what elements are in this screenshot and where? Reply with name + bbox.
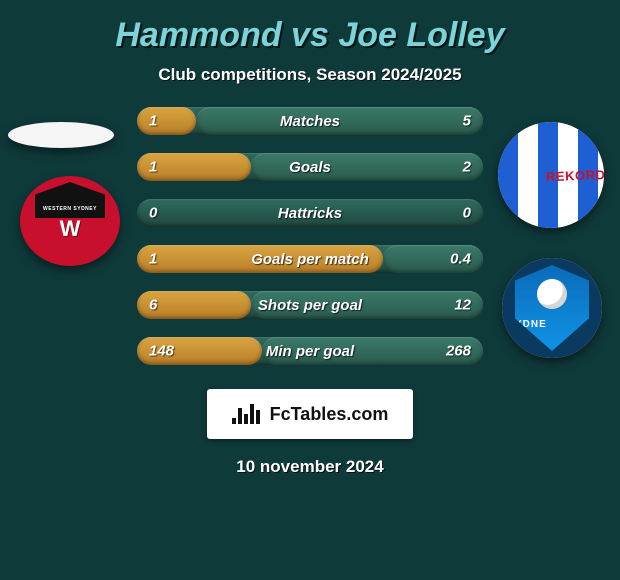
- stat-value-left: 1: [149, 113, 157, 130]
- wsw-logo-icon: W: [60, 218, 81, 240]
- stat-row: 6 12 Shots per goal: [137, 291, 483, 319]
- stat-label: Shots per goal: [258, 297, 362, 314]
- soccer-ball-icon: [537, 279, 567, 309]
- page-title: Hammond vs Joe Lolley: [0, 16, 620, 55]
- stat-value-left: 6: [149, 297, 157, 314]
- stat-fill-right: [251, 153, 483, 181]
- player-left-avatar: [8, 122, 114, 148]
- stat-row: 148 268 Min per goal: [137, 337, 483, 365]
- stat-row: 1 0.4 Goals per match: [137, 245, 483, 273]
- stat-fill-left: [137, 107, 196, 135]
- stat-value-left: 0: [149, 205, 157, 222]
- stat-value-right: 12: [454, 297, 471, 314]
- stat-row: 1 5 Matches: [137, 107, 483, 135]
- stat-value-right: 0.4: [450, 251, 471, 268]
- stat-value-right: 268: [446, 343, 471, 360]
- stat-label: Matches: [280, 113, 340, 130]
- bar-chart-icon: [232, 404, 264, 424]
- stat-label: Goals per match: [251, 251, 369, 268]
- stat-value-left: 1: [149, 159, 157, 176]
- stat-value-right: 2: [463, 159, 471, 176]
- jersey-icon: [498, 122, 604, 228]
- stat-label: Min per goal: [266, 343, 354, 360]
- fctables-badge: FcTables.com: [207, 389, 413, 439]
- club-right-badge: YDNEFC: [502, 258, 602, 358]
- date-label: 10 november 2024: [0, 457, 620, 477]
- player-right-avatar: [498, 122, 604, 228]
- stat-value-right: 0: [463, 205, 471, 222]
- sydney-fc-text: YDNEFC: [515, 319, 589, 341]
- stat-value-left: 148: [149, 343, 174, 360]
- club-left-badge: WESTERN SYDNEY W: [20, 176, 120, 266]
- stats-rows: 15Matches12Goals00Hattricks10.4Goals per…: [137, 107, 483, 365]
- stat-value-right: 5: [463, 113, 471, 130]
- stat-row: 0 0 Hattricks: [137, 199, 483, 227]
- stat-row: 1 2 Goals: [137, 153, 483, 181]
- footer-brand-text: FcTables.com: [270, 404, 389, 425]
- wsw-top-text: WESTERN SYDNEY: [43, 206, 97, 212]
- stat-value-left: 1: [149, 251, 157, 268]
- stat-label: Goals: [289, 159, 331, 176]
- subtitle: Club competitions, Season 2024/2025: [0, 65, 620, 85]
- stat-label: Hattricks: [278, 205, 342, 222]
